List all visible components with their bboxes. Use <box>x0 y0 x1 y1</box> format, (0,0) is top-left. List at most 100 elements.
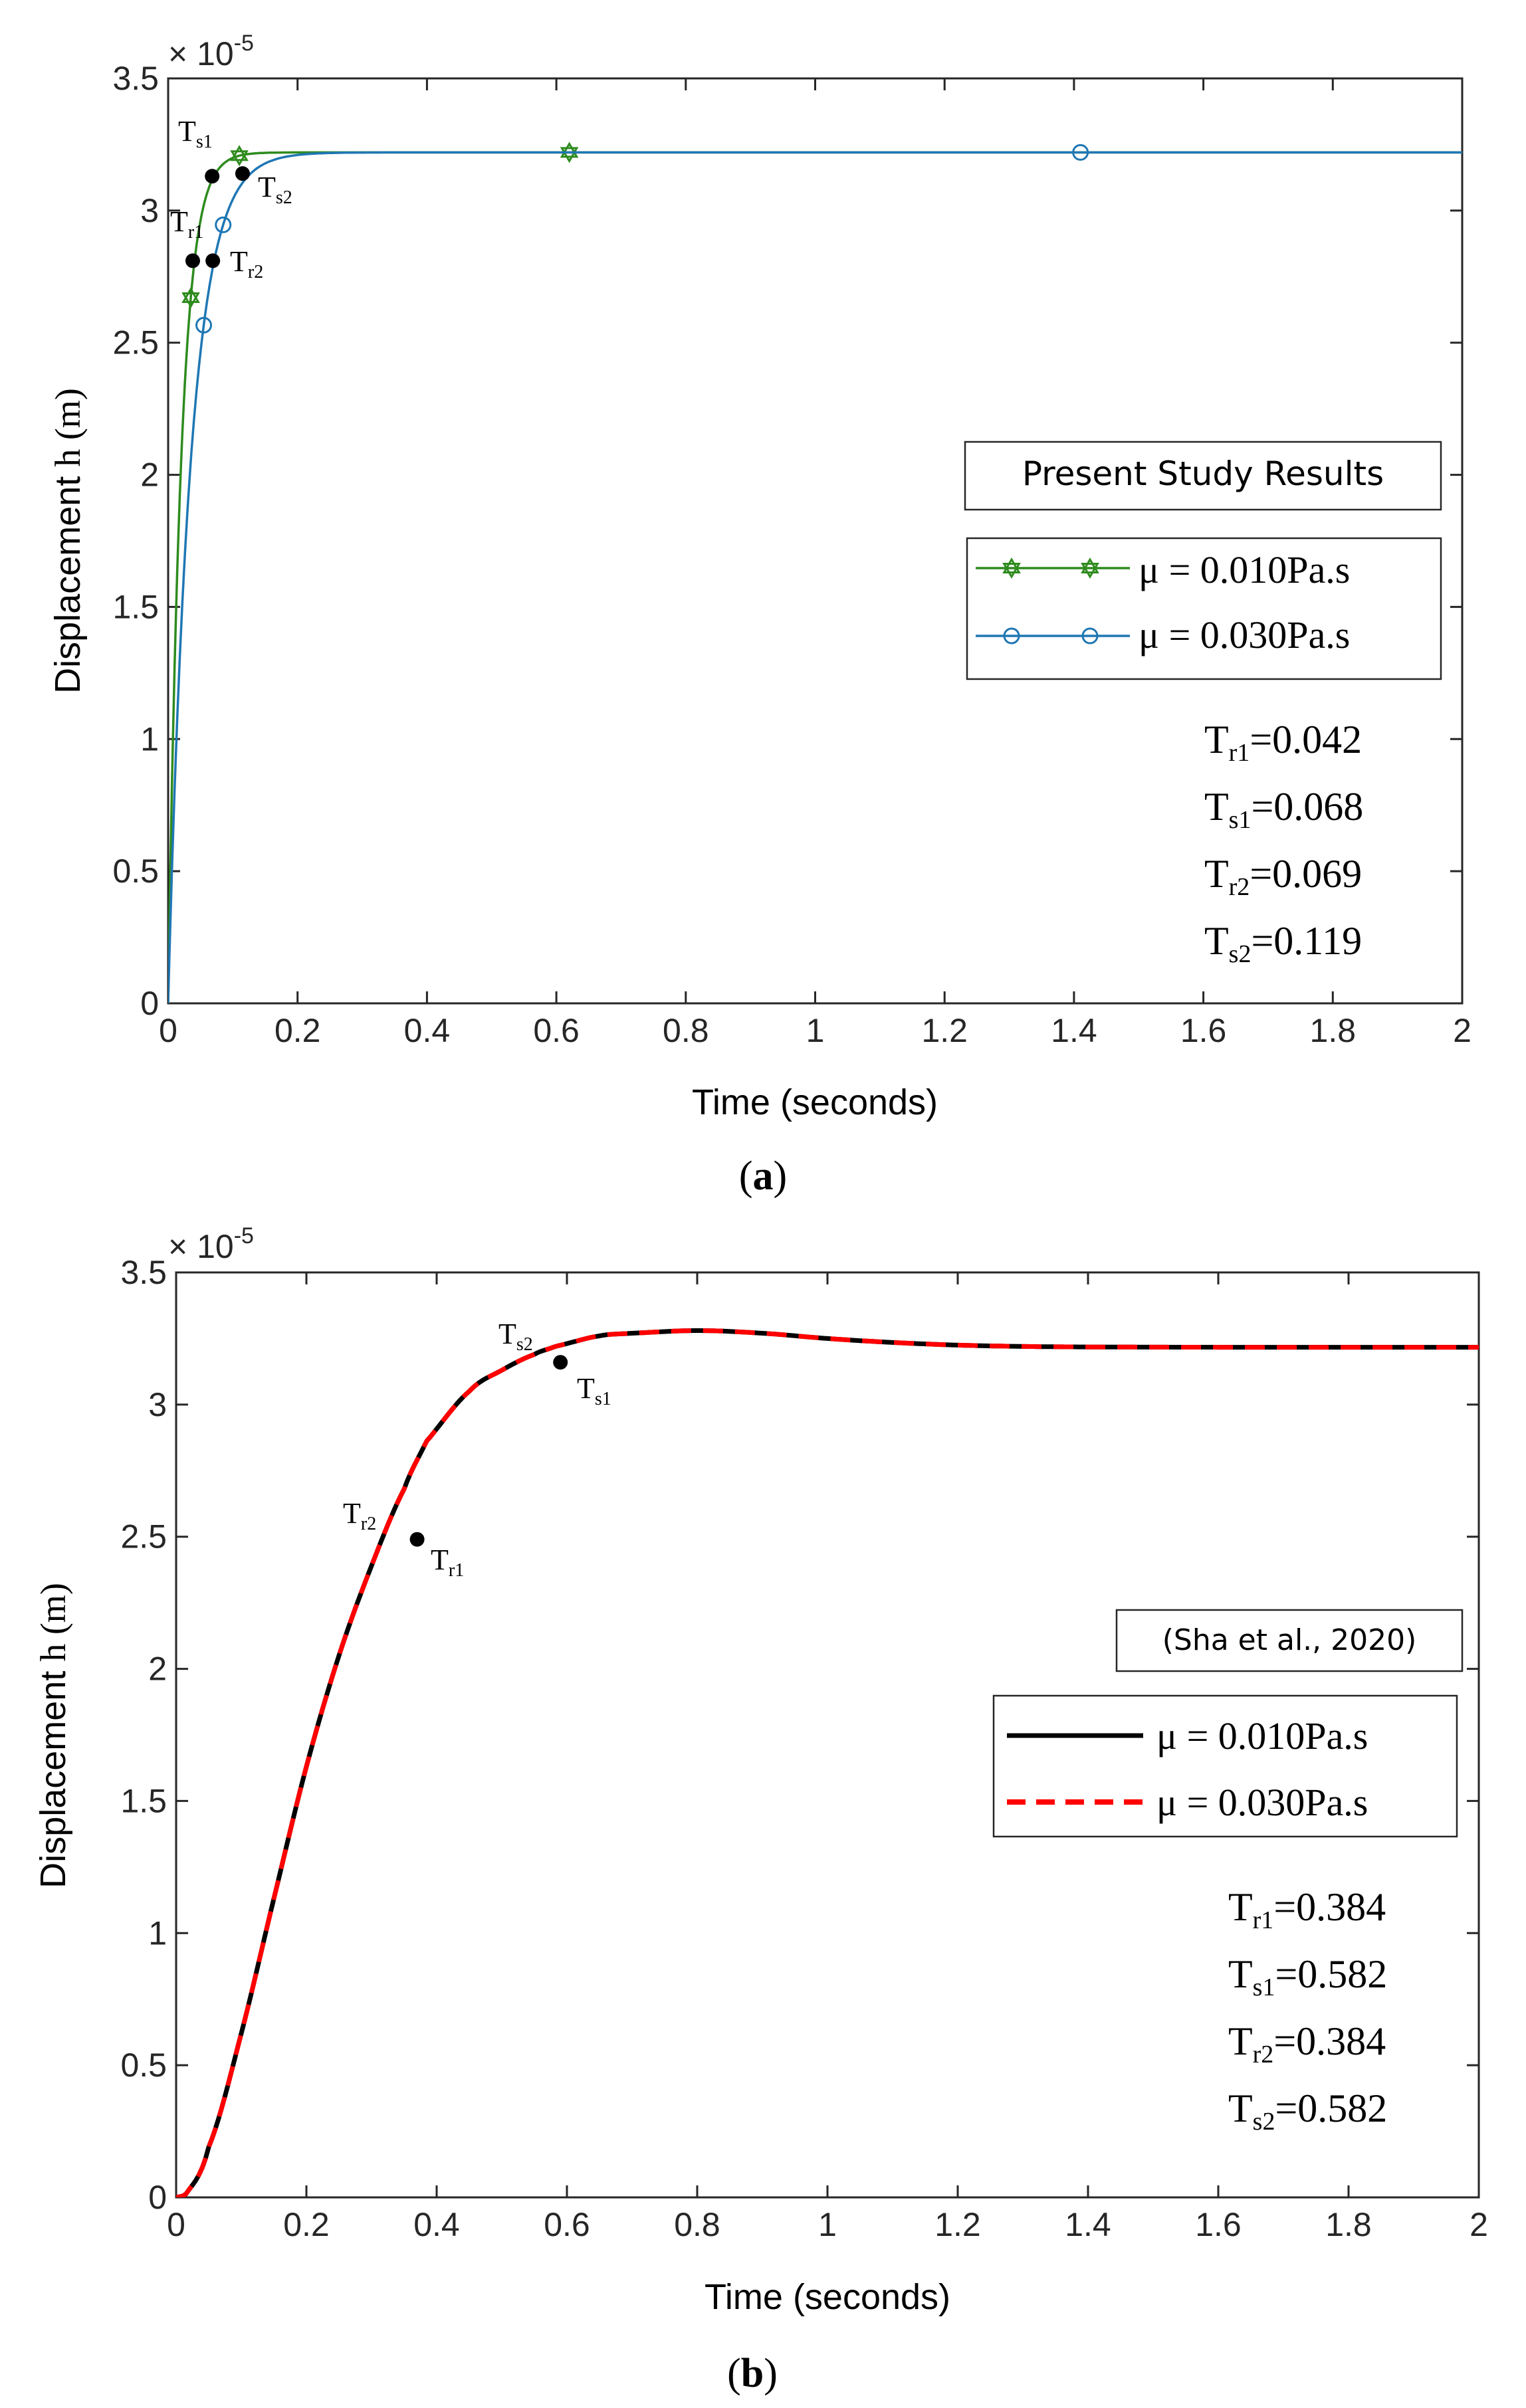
x-tick-label-a: 2 <box>1453 1012 1472 1049</box>
y-tick-label-a: 2.5 <box>112 324 159 361</box>
key-point-b-s1 <box>553 1355 568 1370</box>
y-axis-label-a: Displacementh (m) <box>48 388 88 694</box>
legend-title-b: (Sha et al., 2020) <box>1162 1623 1417 1657</box>
label-ts1-b: Ts1 <box>577 1372 611 1409</box>
axis-ticks-a: 0 0.2 0.4 0.6 0.8 1 1.2 1.4 1.6 1.8 2 0 0.5 1 1.5 2 2.5 3… <box>112 60 1471 1049</box>
y-tick-label-b: 0 <box>148 2179 167 2216</box>
x-tick-label-b: 0.8 <box>674 2206 720 2243</box>
key-point-a-s1 <box>205 169 220 184</box>
caption-a: (a) <box>739 1154 787 1199</box>
y-tick-label-b: 0.5 <box>120 2047 167 2084</box>
y-tick-label-b: 1.5 <box>120 1782 167 1819</box>
exponent-base-a: × 10 <box>168 35 234 72</box>
x-tick-label-a: 1.2 <box>921 1012 968 1049</box>
annotations-b: Tr1=0.384 Ts1=0.582 Tr2=0.384 Ts2=0.582 <box>1228 1885 1387 2136</box>
x-tick-label-b: 0.2 <box>283 2206 330 2243</box>
x-tick-label-a: 0.8 <box>663 1012 709 1049</box>
series-marker-a-2 <box>1072 144 1089 161</box>
x-tick-label-a: 0.4 <box>404 1012 451 1049</box>
caption-b: (b) <box>727 2351 778 2396</box>
y-axis-label-b: Displacementh (m) <box>33 1583 73 1888</box>
series-marker-a-1 <box>230 145 249 167</box>
key-points-b <box>409 1355 568 1547</box>
x-tick-label-b: 1.2 <box>934 2206 981 2243</box>
legend-entry-010-b: μ = 0.010Pa.s <box>1156 1714 1368 1757</box>
legend-title-a: Present Study Results <box>1022 454 1384 493</box>
label-tr1-a: Tr1 <box>170 205 203 243</box>
key-point-a-s2 <box>235 166 250 181</box>
legend-entry-010-a: μ = 0.010Pa.s <box>1139 548 1350 591</box>
exponent-label-a: × 10-5 <box>168 31 254 72</box>
key-point-a-r2 <box>205 253 221 268</box>
x-tick-label-b: 0.6 <box>544 2206 590 2243</box>
series-marker-a-1 <box>560 142 579 163</box>
y-tick-label-b: 2.5 <box>120 1518 167 1555</box>
series-group-b <box>176 1328 1479 2197</box>
series-group-a <box>168 142 1462 1003</box>
legend-entry-030-a: μ = 0.030Pa.s <box>1139 613 1350 656</box>
y-tick-label-a: 1 <box>140 720 159 757</box>
exponent-base-b: × 10 <box>168 1228 234 1265</box>
annotation-ts1-a: Ts1=0.068 <box>1204 785 1363 834</box>
x-tick-label-b: 2 <box>1470 2206 1488 2243</box>
series-line-b-2 <box>176 1328 1479 2197</box>
x-tick-label-b: 1.4 <box>1065 2206 1111 2243</box>
x-tick-label-a: 1.6 <box>1180 1012 1227 1049</box>
label-ts2-b: Ts2 <box>498 1318 533 1355</box>
legend-marker-010-a <box>1081 557 1099 579</box>
legend-a: μ = 0.010Pa.s μ = 0.030Pa.s <box>966 537 1442 680</box>
y-tick-label-b: 2 <box>148 1651 167 1688</box>
y-tick-label-a: 0.5 <box>112 853 159 890</box>
label-ts2-a: Ts2 <box>258 171 292 208</box>
panel-b: 0 0.2 0.4 0.6 0.8 1 1.2 1.4 1.6 1.8 2 0 0.5 1 1.5 2 2.5 3… <box>33 1223 1488 2396</box>
key-points-a <box>185 166 250 268</box>
annotation-tr2-b: Tr2=0.384 <box>1228 2019 1386 2068</box>
panel-a: 0 0.2 0.4 0.6 0.8 1 1.2 1.4 1.6 1.8 2 0 0.5 1 1.5 2 2.5 3… <box>48 31 1472 1199</box>
label-tr2-b: Tr2 <box>343 1497 376 1534</box>
x-tick-label-b: 1 <box>818 2206 837 2243</box>
legend-title-box-b <box>1115 1609 1464 1672</box>
annotation-tr1-b: Tr1=0.384 <box>1228 1885 1386 1934</box>
x-tick-label-a: 0.2 <box>274 1012 321 1049</box>
y-tick-label-b: 3 <box>148 1386 167 1423</box>
legend-marker-030-a <box>1081 627 1099 645</box>
point-labels-a: Ts1 Tr1 Ts2 Tr2 <box>170 115 292 282</box>
label-tr2-a: Tr2 <box>230 245 263 282</box>
legend-b: μ = 0.010Pa.s μ = 0.030Pa.s <box>992 1694 1458 1838</box>
legend-title-box-a <box>964 441 1442 511</box>
legend-symbol-010-a <box>976 557 1130 579</box>
legend-entry-030-b: μ = 0.030Pa.s <box>1156 1781 1368 1824</box>
x-tick-label-b: 0 <box>167 2206 185 2243</box>
x-tick-label-b: 1.8 <box>1325 2206 1372 2243</box>
y-tick-label-b: 1 <box>148 1914 167 1952</box>
exponent-power-a: -5 <box>234 31 254 56</box>
y-tick-label-a: 3.5 <box>112 60 159 97</box>
x-tick-label-b: 0.4 <box>413 2206 460 2243</box>
exponent-label-b: × 10-5 <box>168 1223 254 1265</box>
point-labels-b: Tr2 Tr1 Ts2 Ts1 <box>343 1318 611 1581</box>
series-line-a-2 <box>168 151 1462 1003</box>
annotation-ts2-b: Ts2=0.582 <box>1228 2086 1387 2136</box>
x-tick-label-a: 0 <box>159 1012 177 1049</box>
annotation-ts2-a: Ts2=0.119 <box>1204 919 1362 968</box>
y-tick-label-a: 0 <box>140 985 159 1022</box>
legend-marker-030-a <box>1003 627 1020 645</box>
annotation-tr1-a: Tr1=0.042 <box>1204 718 1362 767</box>
series-marker-a-1 <box>181 286 200 309</box>
series-marker-a-2 <box>195 316 213 334</box>
x-tick-label-a: 0.6 <box>533 1012 580 1049</box>
annotation-tr2-a: Tr2=0.069 <box>1204 852 1362 901</box>
legend-marker-010-a <box>1002 557 1021 579</box>
annotation-ts1-b: Ts1=0.582 <box>1228 1952 1387 2001</box>
legend-box-a <box>966 537 1442 680</box>
legend-symbol-030-a <box>976 627 1130 645</box>
label-tr1-b: Tr1 <box>431 1544 464 1581</box>
x-tick-label-a: 1 <box>806 1012 825 1049</box>
key-point-b-r1 <box>409 1532 425 1547</box>
annotations-a: Tr1=0.042 Ts1=0.068 Tr2=0.069 Ts2=0.119 <box>1204 718 1363 968</box>
x-tick-label-a: 1.8 <box>1310 1012 1357 1049</box>
x-tick-label-b: 1.6 <box>1195 2206 1242 2243</box>
y-tick-label-a: 1.5 <box>112 588 159 625</box>
series-marker-a-2 <box>215 216 232 233</box>
